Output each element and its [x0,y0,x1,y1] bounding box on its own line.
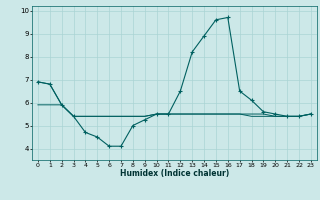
X-axis label: Humidex (Indice chaleur): Humidex (Indice chaleur) [120,169,229,178]
